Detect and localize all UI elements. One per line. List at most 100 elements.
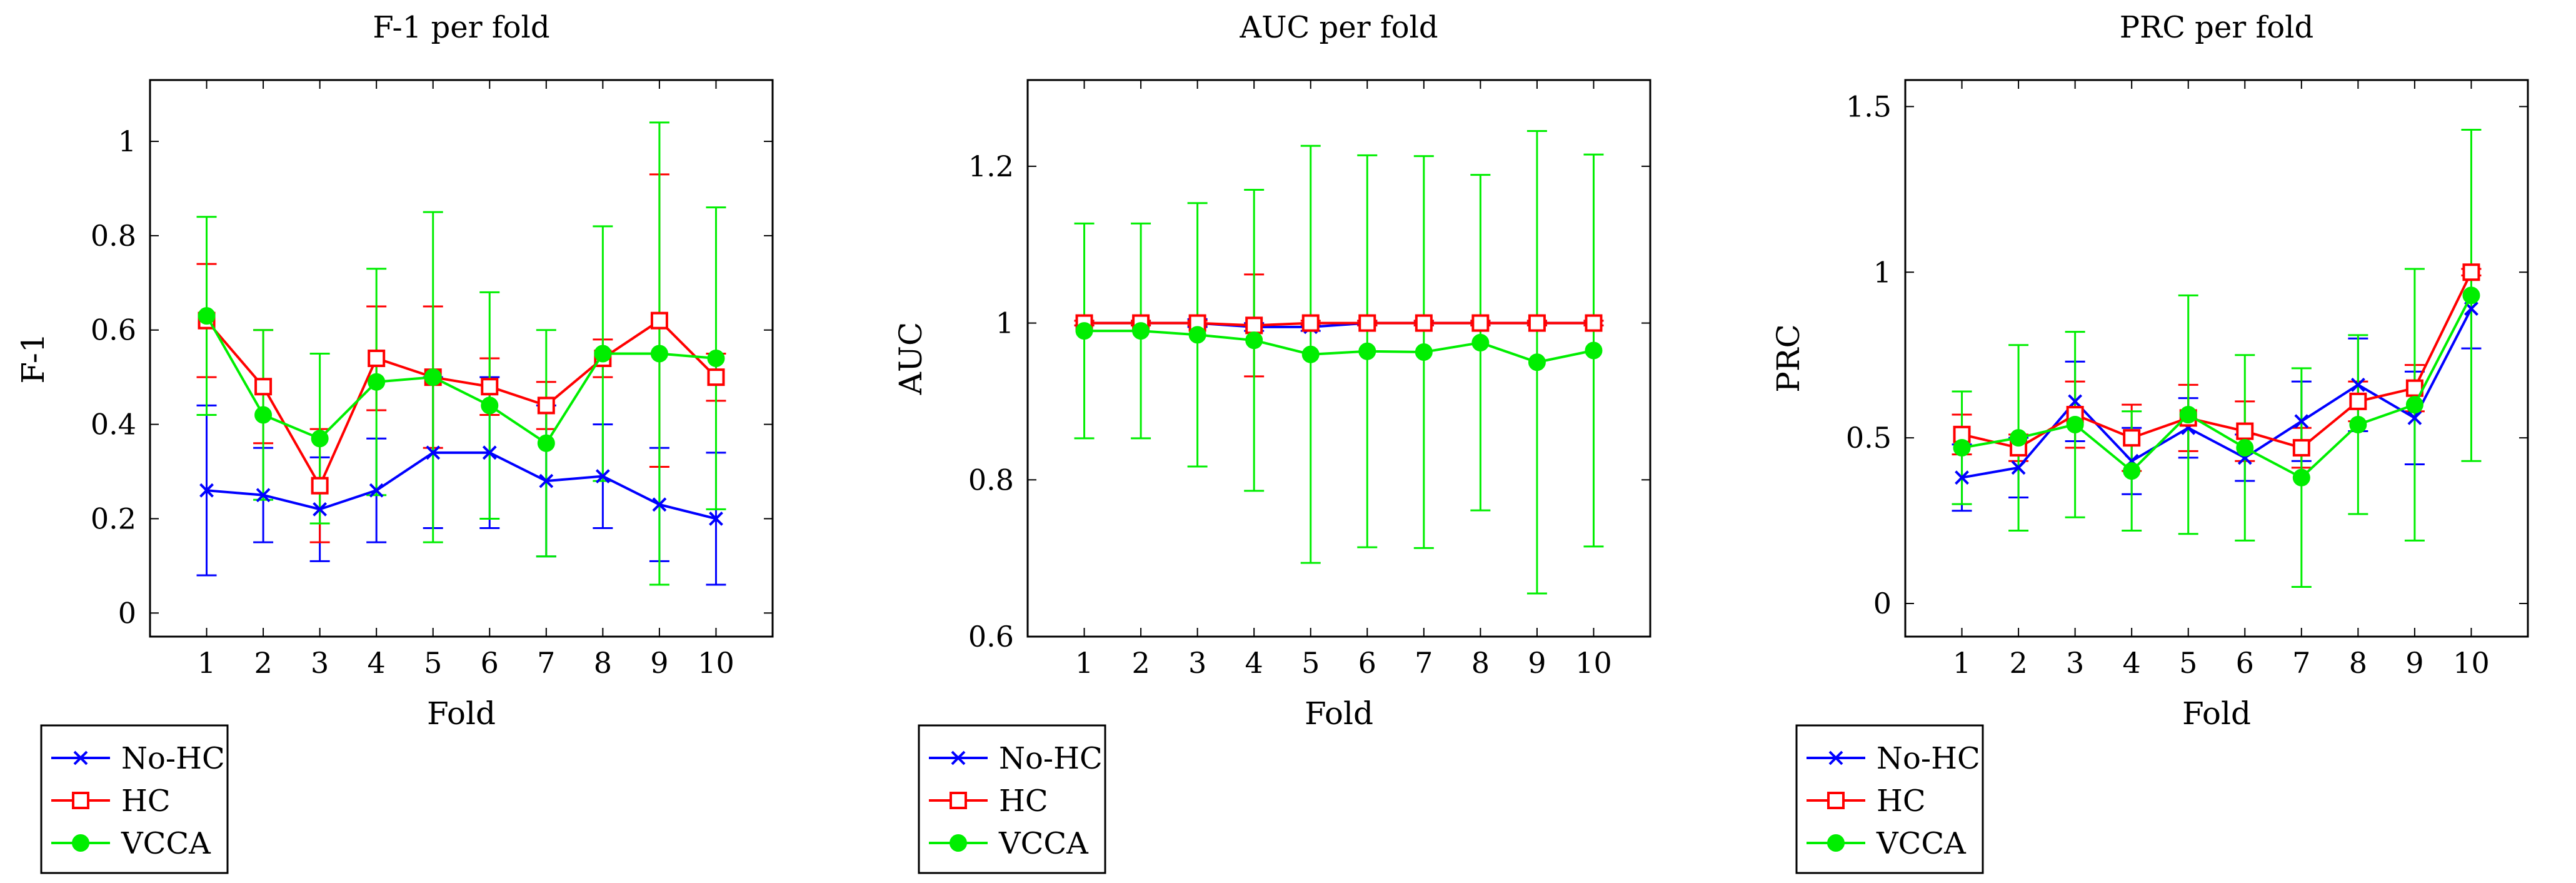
y-tick-label: 0.6	[91, 313, 136, 347]
legend-label: VCCA	[998, 826, 1089, 861]
data-point-marker	[1415, 314, 1433, 332]
data-point-marker	[1528, 353, 1546, 371]
data-point-marker	[1585, 341, 1603, 360]
data-point-marker	[424, 368, 442, 386]
y-tick-label: 0.6	[968, 620, 1014, 653]
data-point-marker	[199, 483, 214, 498]
series-hc	[198, 311, 725, 495]
series-line	[206, 451, 716, 520]
x-ticks: 1 2 3 4 5 6 7 8 9 10	[1075, 80, 1612, 680]
data-point-marker	[950, 792, 967, 809]
data-point-marker	[482, 445, 497, 460]
series-line	[1084, 330, 1594, 364]
data-point-marker	[2292, 468, 2310, 487]
plot-frame	[1026, 79, 1651, 638]
x-tick-label: 7	[1415, 646, 1433, 680]
y-tick-label: 1.5	[1846, 89, 1892, 123]
x-tick-label: 1	[1953, 646, 1971, 680]
data-point-marker	[256, 488, 271, 503]
series-hc	[1075, 314, 1603, 335]
x-tick-label: 10	[1575, 646, 1612, 680]
marker-stroke	[539, 473, 554, 488]
data-point-marker	[537, 434, 555, 452]
data-point-marker	[1358, 342, 1376, 360]
marker-stroke	[426, 445, 441, 460]
marker-stroke	[199, 483, 214, 498]
legend-entry: HC	[1807, 784, 1926, 819]
y-tick-label: 1	[118, 124, 136, 158]
y-axis-label: PRC	[1770, 324, 1807, 393]
data-point-marker	[2292, 439, 2310, 457]
x-tick-label: 9	[650, 646, 668, 680]
data-point-marker	[313, 502, 328, 517]
y-tick-label: 1	[996, 306, 1014, 340]
x-ticks: 1 2 3 4 5 6 7 8 9 10	[1953, 80, 2490, 680]
x-tick-label: 9	[2405, 646, 2423, 680]
marker-stroke	[313, 502, 328, 517]
legend-entry: No-HC	[929, 741, 1103, 776]
data-point-marker	[2350, 377, 2365, 392]
x-tick-label: 8	[594, 646, 612, 680]
data-point-marker	[1188, 326, 1206, 344]
data-point-marker	[481, 396, 499, 415]
x-tick-label: 4	[2123, 646, 2141, 680]
series-vcca	[1075, 322, 1603, 371]
marker-stroke	[369, 483, 384, 498]
data-point-marker	[2068, 394, 2083, 409]
data-point-marker	[652, 497, 667, 512]
x-tick-label: 1	[1075, 646, 1093, 680]
chart-panel-2: AUC per fold 1 2 3 4 5 6 7 8 9 10 0.6 0.8 1 1.2 Fold AUC…	[893, 10, 1651, 874]
x-tick-label: 1	[198, 646, 216, 680]
legend-entry: No-HC	[1807, 741, 1980, 776]
data-point-marker	[72, 834, 89, 852]
legend-entry: No-HC	[51, 741, 225, 776]
data-point-marker	[2236, 439, 2254, 457]
x-axis-label: Fold	[427, 695, 496, 732]
x-axis-label: Fold	[1305, 695, 1373, 732]
y-ticks: 0 0.5 1 1.5	[1846, 89, 2528, 620]
data-point-marker	[1585, 314, 1603, 332]
x-tick-label: 4	[368, 646, 386, 680]
y-tick-label: 0	[118, 596, 136, 630]
legend-label: No-HC	[1877, 741, 1980, 776]
marker-stroke	[1828, 750, 1843, 765]
data-point-marker	[368, 373, 386, 391]
y-axis-label: AUC	[893, 322, 929, 396]
marker-stroke	[2294, 414, 2309, 429]
series-line	[206, 319, 717, 489]
marker-stroke	[2011, 460, 2026, 475]
marker-stroke	[2350, 377, 2365, 392]
chart-title: AUC per fold	[1239, 10, 1438, 45]
y-tick-label: 1.2	[968, 149, 1014, 183]
x-ticks: 1 2 3 4 5 6 7 8 9 10	[198, 80, 734, 680]
legend-label: No-HC	[121, 741, 225, 776]
data-point-marker	[311, 477, 329, 495]
data-point-marker	[951, 750, 966, 765]
chart-title: PRC per fold	[2120, 10, 2314, 45]
data-point-marker	[426, 445, 441, 460]
data-point-marker	[2011, 460, 2026, 475]
legend-entry: HC	[51, 784, 171, 819]
series-no-hc	[199, 445, 723, 526]
x-tick-label: 6	[1358, 646, 1376, 680]
x-tick-label: 9	[1528, 646, 1546, 680]
data-point-marker	[73, 750, 88, 765]
data-point-marker	[1827, 834, 1845, 852]
data-point-marker	[1828, 750, 1843, 765]
x-tick-label: 7	[2292, 646, 2310, 680]
marker-stroke	[1955, 470, 1969, 485]
chart-panel-3: PRC per fold 1 2 3 4 5 6 7 8 9 10 0 0.5 1 1.5 Fold PRC No…	[1770, 10, 2529, 874]
marker-stroke	[2464, 301, 2478, 316]
data-point-marker	[707, 350, 725, 367]
data-point-marker	[2294, 414, 2309, 429]
data-point-marker	[2462, 286, 2480, 305]
y-tick-label: 0.8	[91, 219, 136, 253]
data-point-marker	[707, 368, 725, 386]
x-tick-label: 2	[2009, 646, 2027, 680]
plot-frame	[149, 79, 774, 638]
series-hc	[1953, 263, 2480, 457]
data-point-marker	[369, 483, 384, 498]
x-tick-label: 3	[2066, 646, 2084, 680]
data-point-marker	[1358, 314, 1376, 332]
x-tick-label: 5	[2179, 646, 2197, 680]
